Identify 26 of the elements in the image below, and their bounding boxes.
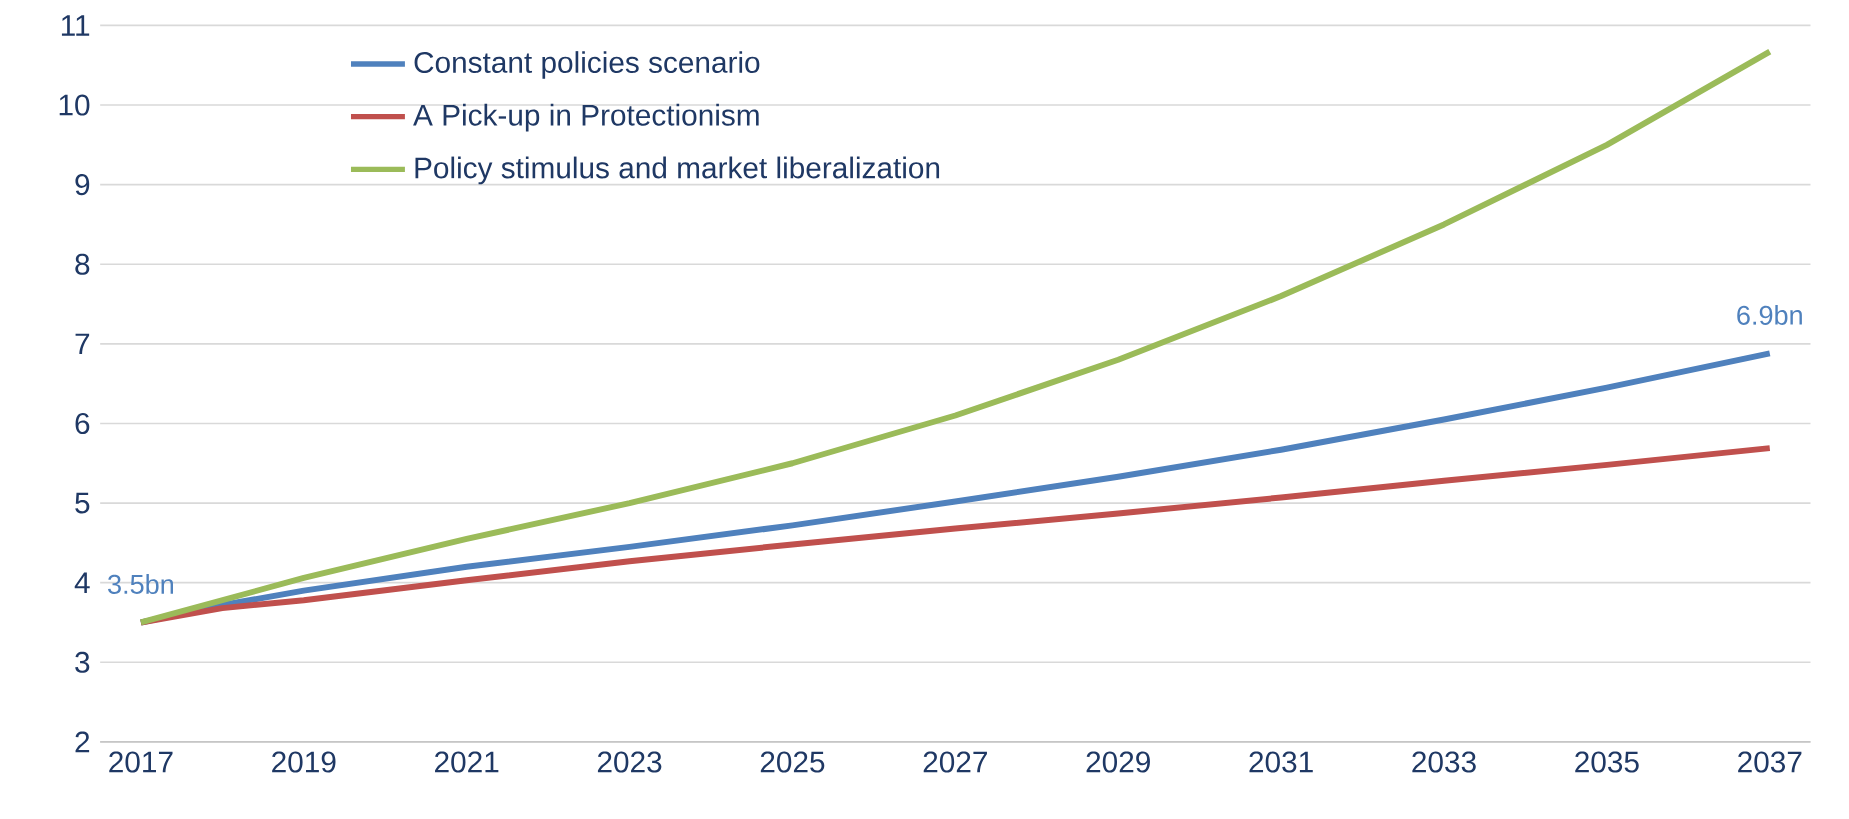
legend-label: Policy stimulus and market liberalization bbox=[415, 156, 940, 185]
y-tick-label: 11 bbox=[61, 15, 90, 36]
y-tick-label: 9 bbox=[75, 174, 90, 196]
y-tick-label: 4 bbox=[74, 572, 90, 593]
legend-label: Constant policies scenario bbox=[414, 51, 760, 79]
y-tick-label: 10 bbox=[59, 94, 90, 116]
x-tick-label: 2033 bbox=[1412, 751, 1476, 773]
x-tick-label: 2023 bbox=[597, 751, 662, 773]
y-tick-label: 7 bbox=[75, 333, 90, 355]
x-tick-label: 2027 bbox=[923, 751, 987, 773]
annotation: 6.9bn bbox=[1737, 305, 1802, 325]
x-tick-label: 2025 bbox=[760, 751, 825, 773]
annotation: 3.5bn bbox=[108, 574, 173, 594]
y-tick-label: 2 bbox=[75, 731, 90, 753]
y-tick-label: 5 bbox=[75, 492, 90, 514]
legend-label: A Pick-up in Protectionism bbox=[413, 103, 759, 132]
x-tick-label: 2019 bbox=[272, 751, 336, 773]
y-tick-label: 6 bbox=[75, 412, 90, 435]
x-tick-label: 2017 bbox=[109, 751, 173, 773]
y-tick-label: 3 bbox=[75, 651, 90, 673]
x-tick-label: 2037 bbox=[1738, 751, 1802, 773]
x-tick-label: 2031 bbox=[1249, 751, 1313, 773]
y-tick-label: 8 bbox=[75, 253, 90, 275]
x-tick-label: 2029 bbox=[1086, 751, 1150, 773]
x-tick-label: 2021 bbox=[435, 751, 499, 773]
x-tick-label: 2035 bbox=[1575, 751, 1639, 773]
